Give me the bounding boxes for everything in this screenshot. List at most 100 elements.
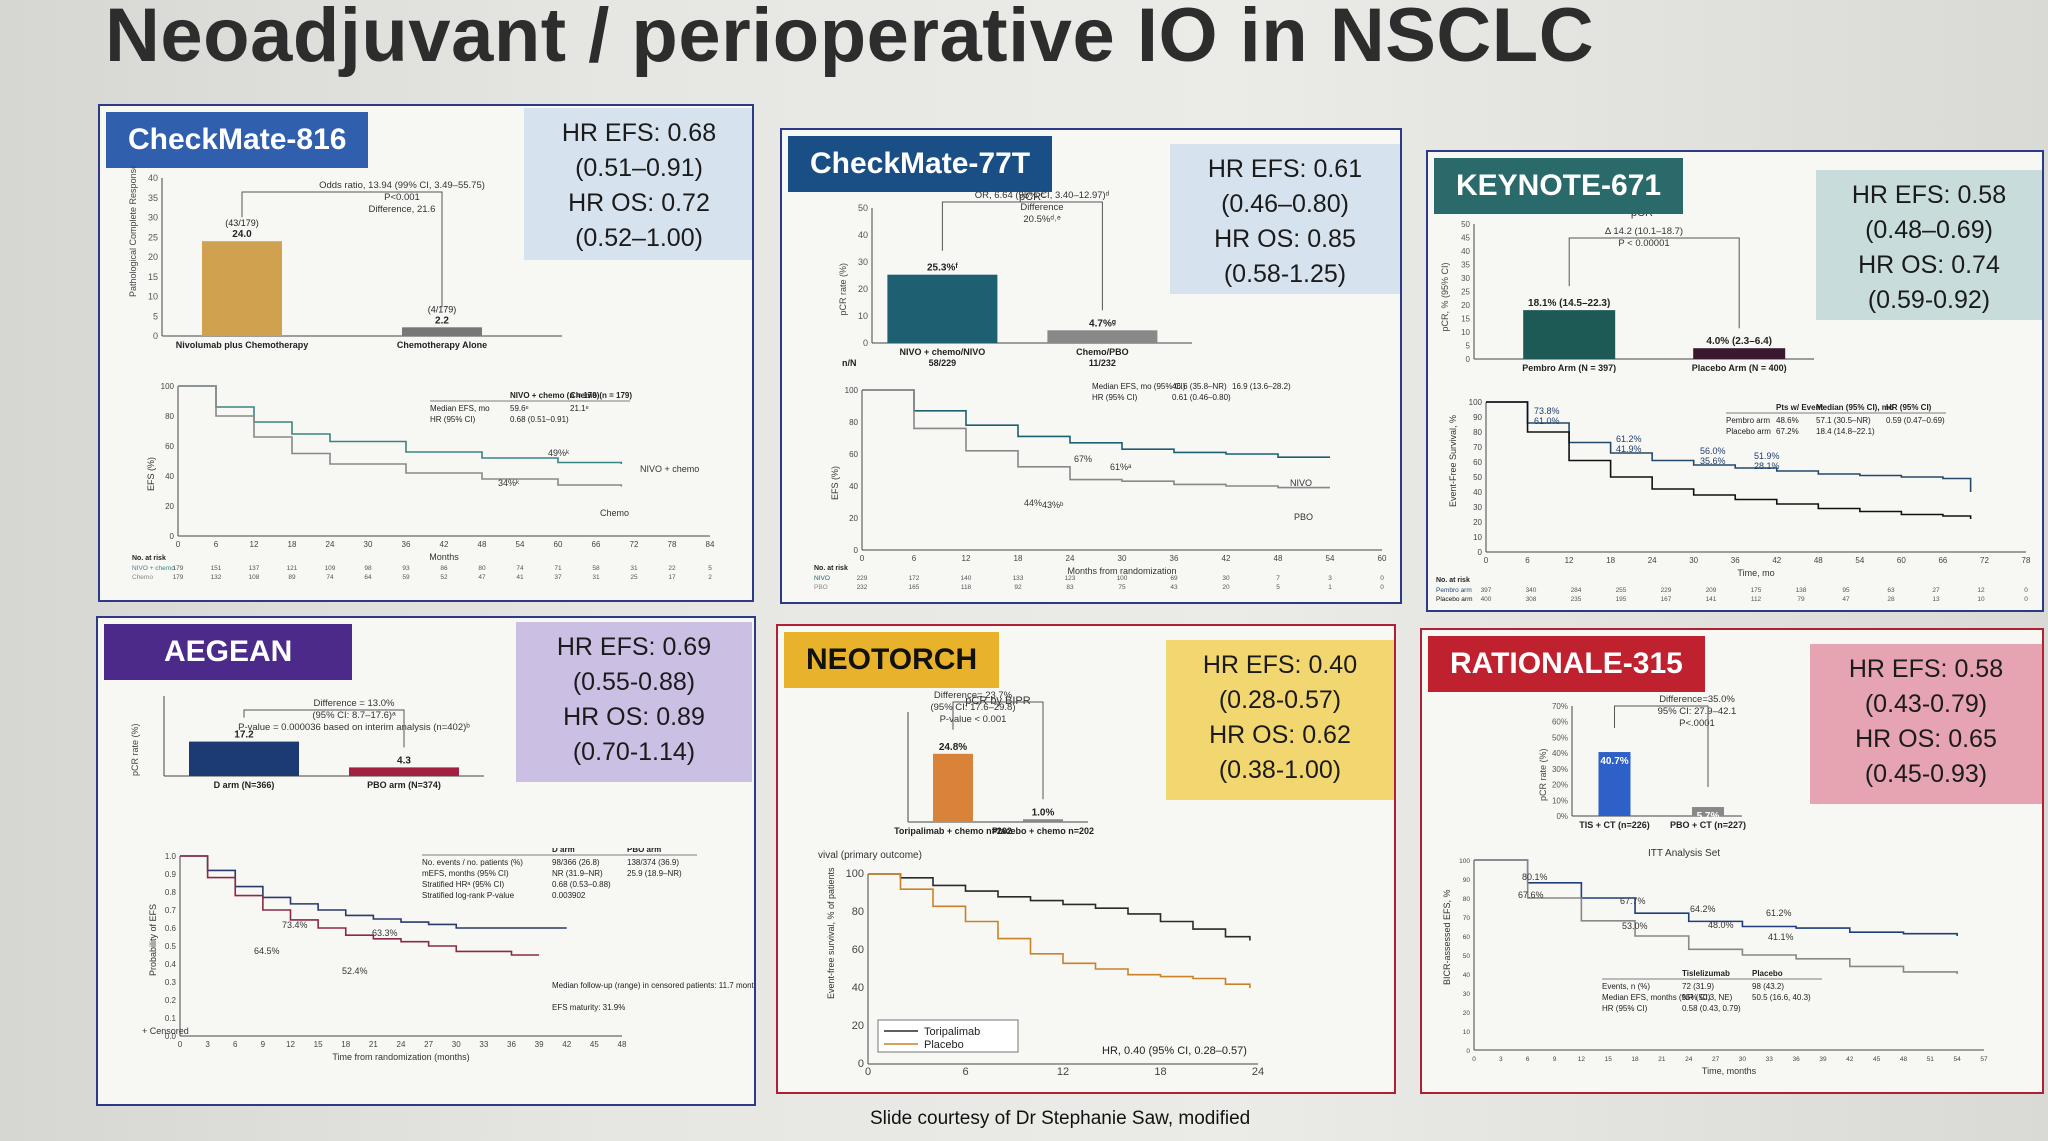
at-risk-count: 7 (1276, 575, 1280, 582)
at-risk-count: 52 (440, 574, 448, 581)
at-risk-count: 12 (1977, 587, 1985, 594)
table-cell: 0.59 (0.47–0.69) (1886, 416, 1945, 425)
x-tick-label: 12 (1578, 1056, 1586, 1063)
at-risk-count: 27 (1932, 587, 1940, 594)
table-cell: 21.1ᵉ (570, 404, 589, 413)
y-tick-label: 10 (148, 292, 158, 302)
at-risk-count: 74 (326, 574, 334, 581)
km-label: 61%ᵃ (1110, 462, 1132, 472)
bar-chart: 0% 10% 20% 30% 40% 50% 60% 70% pCR rate (%) 40.7%… (1538, 694, 1746, 830)
at-risk-count: 28 (1887, 596, 1895, 603)
x-tick-label: 0 (1472, 1056, 1476, 1063)
x-tick-label: 84 (706, 540, 715, 549)
x-tick-label: 36 (1170, 554, 1179, 563)
y-tick-label: 10 (1473, 533, 1482, 542)
table-cell: NR (50.3, NE) (1682, 993, 1733, 1002)
at-risk-count: 47 (478, 574, 486, 581)
trial-tag: KEYNOTE-671 (1434, 158, 1684, 214)
at-risk-count: 179 (173, 574, 184, 581)
y-tick-label: 80 (165, 412, 174, 421)
x-axis-label: Months (429, 552, 459, 562)
at-risk-count: 2 (708, 574, 712, 581)
table-header: Pts w/ Event (1776, 403, 1823, 412)
y-tick-label: 5 (153, 311, 158, 321)
km-title: ITT Analysis Set (1648, 848, 1720, 859)
y-tick-label: 70% (1552, 702, 1568, 711)
km-label: 63.3% (372, 928, 398, 938)
bar-count-label: 58/229 (929, 358, 957, 368)
x-axis-label: Months from randomization (1067, 566, 1176, 576)
bar (1693, 348, 1786, 359)
bar-category-label: Placebo Arm (N = 400) (1692, 363, 1787, 373)
at-risk-count: 47 (1842, 596, 1850, 603)
y-tick-label: 0 (1466, 355, 1471, 364)
y-tick-label: 20 (849, 514, 858, 523)
table-cell: 59.6ᵉ (510, 404, 529, 413)
slide-footer: Slide courtesy of Dr Stephanie Saw, modi… (870, 1108, 1251, 1129)
x-tick-label: 6 (962, 1066, 968, 1078)
hr-efs: HR EFS: 0.61 (1207, 155, 1363, 183)
at-risk-name: NIVO + chemo (132, 565, 175, 572)
km-label: 51.9% (1754, 451, 1780, 461)
bar-count-label: (4/179) (428, 304, 457, 314)
x-tick-label: 54 (1954, 1056, 1962, 1063)
km-chart: 0 3 6 9 12 15 18 21 24 27 30 33 36 39 42 45 480.00.10.20… (142, 848, 754, 1062)
table-cell: 57.1 (30.5–NR) (1816, 416, 1871, 425)
km-title: vival (primary outcome) (818, 850, 922, 861)
x-axis-label: Time, months (1702, 1066, 1757, 1076)
x-tick-label: 36 (1792, 1056, 1800, 1063)
at-risk-count: 89 (288, 574, 296, 581)
y-tick-label: 40 (1463, 972, 1471, 979)
table-cell: Stratified HRᵃ (95% CI) (422, 880, 504, 889)
at-risk-count: 235 (1571, 596, 1582, 603)
bar-category-label: Nivolumab plus Chemotherapy (176, 340, 309, 350)
at-risk-name: Placebo arm (1436, 596, 1473, 603)
y-tick-label: 60% (1552, 718, 1568, 727)
hr-os: HR OS: 0.85 (1214, 225, 1356, 253)
at-risk-count: 138 (1796, 587, 1807, 594)
card-checkmate-816: CheckMate-816 HR EFS: 0.68 (0.51–0.91) H… (98, 104, 754, 602)
at-risk-count: 209 (1706, 587, 1717, 594)
km-label: 67.7% (1620, 896, 1646, 906)
y-tick-label: 20 (148, 252, 158, 262)
x-tick-label: 48 (1274, 554, 1283, 563)
bar-value-label: 24.0 (232, 229, 252, 240)
y-tick-label: 25 (1461, 288, 1470, 297)
legend-label: Toripalimab (924, 1026, 980, 1038)
at-risk-count: 229 (857, 575, 868, 582)
at-risk-count: 100 (1117, 575, 1128, 582)
y-tick-label: 30 (1473, 503, 1482, 512)
x-tick-label: 48 (618, 1040, 627, 1049)
at-risk-count: 1 (1328, 584, 1332, 591)
table-header: Chemo (n = 179) (570, 391, 632, 400)
at-risk-count: 397 (1481, 587, 1492, 594)
hr-box: HR EFS: 0.58 (0.48–0.69) HR OS: 0.74 (0.… (1816, 170, 2042, 320)
x-tick-label: 42 (1222, 554, 1231, 563)
at-risk-count: 20 (1222, 584, 1230, 591)
y-tick-label: 20 (852, 1020, 864, 1032)
annotation: 20.5%ᵈ˒ᵉ (1023, 214, 1061, 225)
x-tick-label: 9 (1553, 1056, 1557, 1063)
table-cell: 98 (43.2) (1752, 982, 1784, 991)
at-risk-count: 22 (668, 565, 676, 572)
at-risk-count: 95 (1842, 587, 1850, 594)
bar-count-label: 11/232 (1089, 358, 1116, 368)
x-tick-label: 42 (1846, 1056, 1854, 1063)
table-cell: 18.4 (14.8–22.1) (1816, 427, 1875, 436)
bar-value-label: 4.3 (397, 755, 411, 766)
comparison-bracket (1568, 237, 1740, 329)
km-label: PBO (1294, 512, 1313, 522)
km-label: + Censored (142, 1026, 189, 1036)
comparison-bracket (241, 191, 443, 308)
at-risk-count: 0 (2024, 596, 2028, 603)
y-tick-label: 40 (1473, 488, 1482, 497)
x-tick-label: 0 (178, 1040, 183, 1049)
trial-tag: RATIONALE-315 (1428, 636, 1705, 692)
y-tick-label: 0 (858, 1058, 864, 1070)
y-tick-label: 35 (148, 193, 158, 203)
card-aegean: AEGEAN HR EFS: 0.69 (0.55-0.88) HR OS: 0… (96, 616, 756, 1106)
y-tick-label: 80 (1463, 896, 1471, 903)
y-tick-label: 90 (1463, 877, 1471, 884)
km-label: NIVO + chemo (640, 464, 699, 474)
